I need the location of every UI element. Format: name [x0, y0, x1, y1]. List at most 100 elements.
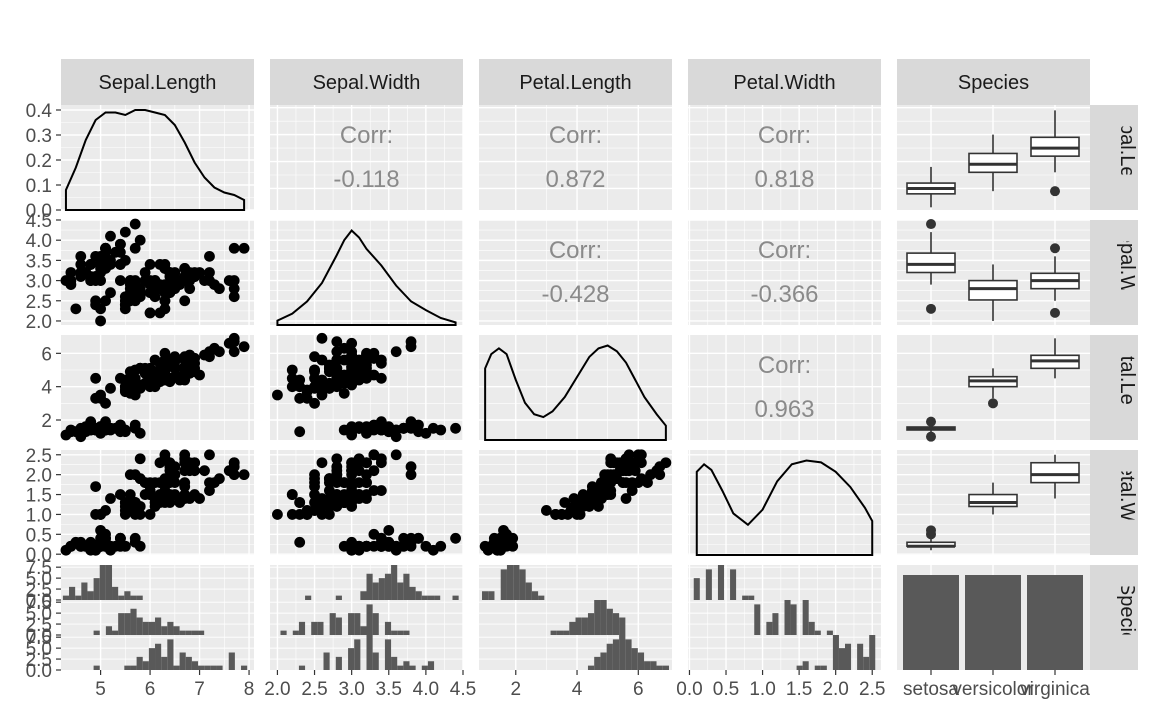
scatter-point: [134, 453, 146, 465]
scatter-point: [105, 382, 116, 394]
scatter-point: [213, 346, 225, 358]
scatter-point: [129, 242, 141, 254]
scatter-point: [95, 424, 106, 436]
scatter-point: [159, 295, 171, 307]
scatter-point: [331, 354, 343, 366]
panel-background: [270, 220, 463, 325]
scatter-point: [550, 509, 561, 520]
scatter-point: [346, 485, 358, 496]
x-tick-label-sepal-length: 5: [95, 679, 106, 700]
scatter-point: [331, 489, 343, 500]
hist-bar: [179, 630, 186, 635]
scatter-point: [105, 493, 116, 504]
scatter-petal-length-vs-sepal-width: [272, 332, 461, 443]
y-tick-label-sepal-length: 0.4: [26, 101, 53, 122]
scatter-point: [129, 295, 141, 307]
scatter-point: [204, 250, 215, 262]
scatter-point: [645, 469, 656, 481]
hist-bar: [397, 630, 404, 635]
scatter-point: [368, 465, 380, 477]
hist-bar: [130, 608, 137, 635]
scatter-point: [124, 366, 136, 378]
y-tick-label-species: 5.0: [26, 604, 52, 625]
strip-label-right-sepal-width: Sepal.Width: [1116, 219, 1138, 327]
corr-value-sepal-length-petal-length: 0.872: [545, 166, 605, 193]
y-tick-label-sepal-width: 4.5: [26, 211, 52, 232]
scatter-point: [95, 540, 106, 552]
strip-label-right-petal-length: Petal.Length: [1116, 331, 1138, 443]
scatter-point: [204, 485, 215, 496]
strip-background: [1090, 220, 1138, 325]
scatter-point: [383, 536, 395, 548]
hist-bar: [360, 591, 367, 600]
hist-bar: [802, 600, 809, 635]
scatter-point: [100, 505, 111, 516]
hist-bar: [705, 569, 712, 600]
x-tick-label-sepal-width: 2.0: [264, 679, 290, 700]
scatter-point: [309, 381, 320, 393]
hist-bar: [191, 661, 199, 670]
hist-bar: [569, 621, 576, 635]
outlier-point: [1050, 307, 1060, 318]
hist-bar: [335, 617, 342, 635]
scatter-point: [169, 275, 181, 286]
scatter-point: [90, 295, 102, 307]
scatter-point: [139, 362, 151, 374]
strip-label-top-petal-width: Petal.Width: [733, 72, 835, 94]
panel-sepal-length-sepal-length: [61, 105, 254, 211]
hist-bar: [142, 661, 149, 670]
species-bar-chart: [903, 575, 1083, 670]
scatter-point: [398, 422, 410, 434]
scatter-point: [368, 449, 380, 461]
scatter-point: [331, 346, 343, 358]
scatter-point: [169, 361, 181, 373]
outlier-point: [926, 525, 936, 536]
scatter-point: [331, 336, 343, 348]
scatter-point: [435, 540, 447, 552]
hist-bar: [838, 648, 846, 670]
y-tick-label-sepal-width: 2.0: [26, 312, 52, 333]
scatter-point: [179, 352, 191, 364]
scatter-point: [124, 469, 136, 481]
hist-bar: [730, 569, 737, 600]
scatter-point: [338, 497, 350, 508]
scatter-point: [346, 457, 358, 469]
hist-bar: [323, 652, 330, 670]
scatter-point: [405, 461, 417, 473]
box-versicolor: [968, 493, 1018, 508]
scatter-point: [124, 489, 136, 500]
scatter-point: [144, 307, 156, 319]
scatter-point: [228, 469, 240, 481]
hist-bar: [802, 661, 809, 670]
scatter-point: [159, 489, 171, 500]
scatter-point: [405, 341, 417, 353]
hist-bar: [305, 595, 312, 600]
scatter-point: [129, 218, 141, 230]
hist-bar: [204, 665, 211, 670]
hist-bar: [179, 652, 186, 670]
scatter-point: [228, 275, 240, 286]
hist-bar: [488, 591, 495, 600]
scatter-point: [590, 493, 601, 504]
panel-sepal-length-petal-width: [688, 105, 881, 210]
hist-bar: [105, 626, 113, 635]
panel-sepal-width-petal-width: [688, 219, 881, 325]
scatter-point: [272, 509, 283, 520]
scatter-point: [204, 267, 215, 278]
scatter-point: [405, 469, 417, 481]
boxplots-petal-length: [906, 338, 1080, 442]
strip-top-petal-width: [688, 59, 881, 105]
histograms-sepal-length: [61, 565, 254, 670]
scatter-point: [294, 536, 306, 548]
x-tick-label-petal-length: 4: [572, 679, 583, 700]
hist-bar: [600, 652, 607, 670]
hist-bar: [637, 652, 645, 670]
hist-bar: [403, 573, 410, 600]
scatter-point: [90, 481, 102, 492]
hist-bar: [348, 648, 355, 670]
scatter-point: [635, 473, 647, 485]
scatter-point: [169, 469, 181, 481]
scatter-point: [375, 357, 387, 369]
hist-bar: [826, 630, 833, 635]
scatter-point: [338, 387, 350, 399]
